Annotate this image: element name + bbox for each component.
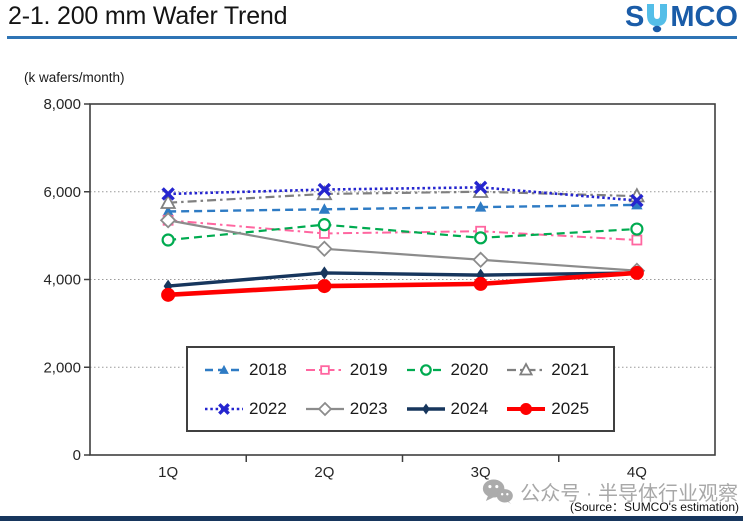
legend-entry-2022: 2022	[204, 399, 305, 419]
series-2020-marker	[474, 231, 488, 245]
series-2018-marker	[318, 203, 331, 214]
legend-label-2022: 2022	[249, 398, 287, 418]
series-2020-line	[168, 223, 637, 242]
series-2025-line	[167, 270, 638, 298]
legend-label-2023: 2023	[349, 398, 388, 418]
legend-entry-2025: 2025	[506, 399, 607, 419]
watermark-text: 公众号 · 半导体行业观察	[520, 483, 738, 505]
series-2025-marker	[161, 287, 176, 302]
sumco-logo: S MCO	[625, 2, 738, 36]
series-2022-line	[168, 186, 637, 202]
legend-entry-2020: 2020	[406, 360, 507, 380]
series-2022-marker	[630, 193, 644, 208]
logo-u-ingot-icon	[647, 4, 668, 33]
series-2020-marker	[161, 233, 175, 247]
y-tick-label: 2,000	[43, 359, 81, 376]
legend-swatch-2024	[406, 402, 445, 415]
series-2018-marker	[219, 364, 229, 374]
x-tick-label-3Q: 3Q	[471, 464, 491, 481]
series-2021-line	[168, 190, 637, 204]
y-axis-unit-label: (k wafers/month)	[24, 70, 125, 85]
legend-swatch-2021	[507, 361, 546, 375]
series-2021-marker	[159, 193, 177, 209]
y-tick-label: 4,000	[43, 272, 81, 289]
series-2023-line	[167, 219, 637, 272]
legend-label-2020: 2020	[450, 359, 489, 379]
series-2023-marker	[472, 251, 489, 269]
legend-entry-2023: 2023	[305, 399, 406, 419]
series-2025-marker	[520, 402, 533, 415]
series-2019-marker	[631, 234, 643, 246]
legend-label-2024: 2024	[450, 398, 489, 418]
logo-text-mco: MCO	[670, 1, 738, 33]
legend-swatch-2022	[205, 402, 243, 415]
legend-swatch-2018	[205, 364, 243, 374]
series-2024-line	[167, 271, 637, 288]
legend-label-2019: 2019	[349, 359, 388, 379]
series-2023-marker	[316, 240, 333, 258]
series-2021-marker	[519, 361, 534, 375]
legend-label-2018: 2018	[249, 359, 287, 379]
x-tick-label-1Q: 1Q	[158, 464, 178, 481]
series-2023-marker	[317, 401, 332, 416]
y-tick-label: 8,000	[43, 96, 81, 113]
legend-swatch-2019	[305, 364, 344, 375]
series-2022-marker	[161, 187, 175, 201]
y-tick-label: 6,000	[43, 184, 81, 201]
legend-label-2021: 2021	[551, 359, 590, 379]
x-tick-label-2Q: 2Q	[314, 464, 334, 481]
wechat-icon	[483, 479, 514, 504]
bottom-bar	[0, 516, 743, 521]
x-tick-label-4Q: 4Q	[627, 464, 647, 481]
legend-swatch-2020	[406, 363, 445, 376]
series-2023-marker	[159, 211, 177, 229]
legend-entry-2021: 2021	[506, 360, 607, 380]
logo-text-s: S	[624, 1, 645, 33]
page-title: 2-1. 200 mm Wafer Trend	[8, 2, 288, 30]
series-2025-marker	[317, 279, 332, 294]
series-2022-marker	[473, 180, 488, 195]
legend-entry-2024: 2024	[406, 399, 507, 419]
plot-border	[89, 103, 716, 456]
series-2020-marker	[630, 222, 644, 236]
series-2020-marker	[317, 218, 331, 232]
chart-legend: 2018 2019 2020 2021 2022 2023 2024 2025	[186, 346, 615, 432]
header-rule	[7, 36, 737, 39]
series-2025-marker	[473, 276, 488, 291]
series-2022-marker	[218, 402, 230, 415]
y-tick-label: 0	[73, 447, 81, 464]
legend-swatch-2025	[507, 402, 546, 415]
series-2024-marker	[319, 266, 329, 280]
series-2018-marker	[474, 201, 487, 212]
series-2018-line	[168, 203, 637, 213]
legend-entry-2018: 2018	[204, 360, 305, 380]
series-2018-marker	[631, 198, 643, 210]
legend-label-2025: 2025	[551, 398, 590, 418]
legend-swatch-2023	[305, 401, 344, 416]
watermark: 公众号 · 半导体行业观察	[482, 477, 738, 506]
series-2025-marker	[629, 265, 644, 280]
series-2022-marker	[317, 182, 332, 197]
series-2024-marker	[421, 402, 430, 415]
series-2018-marker	[162, 205, 174, 216]
series-2020-marker	[419, 363, 432, 376]
source-note: (Source：SUMCO's estimation)	[570, 500, 739, 514]
legend-entry-2019: 2019	[305, 360, 406, 380]
series-2019-marker	[320, 364, 330, 375]
